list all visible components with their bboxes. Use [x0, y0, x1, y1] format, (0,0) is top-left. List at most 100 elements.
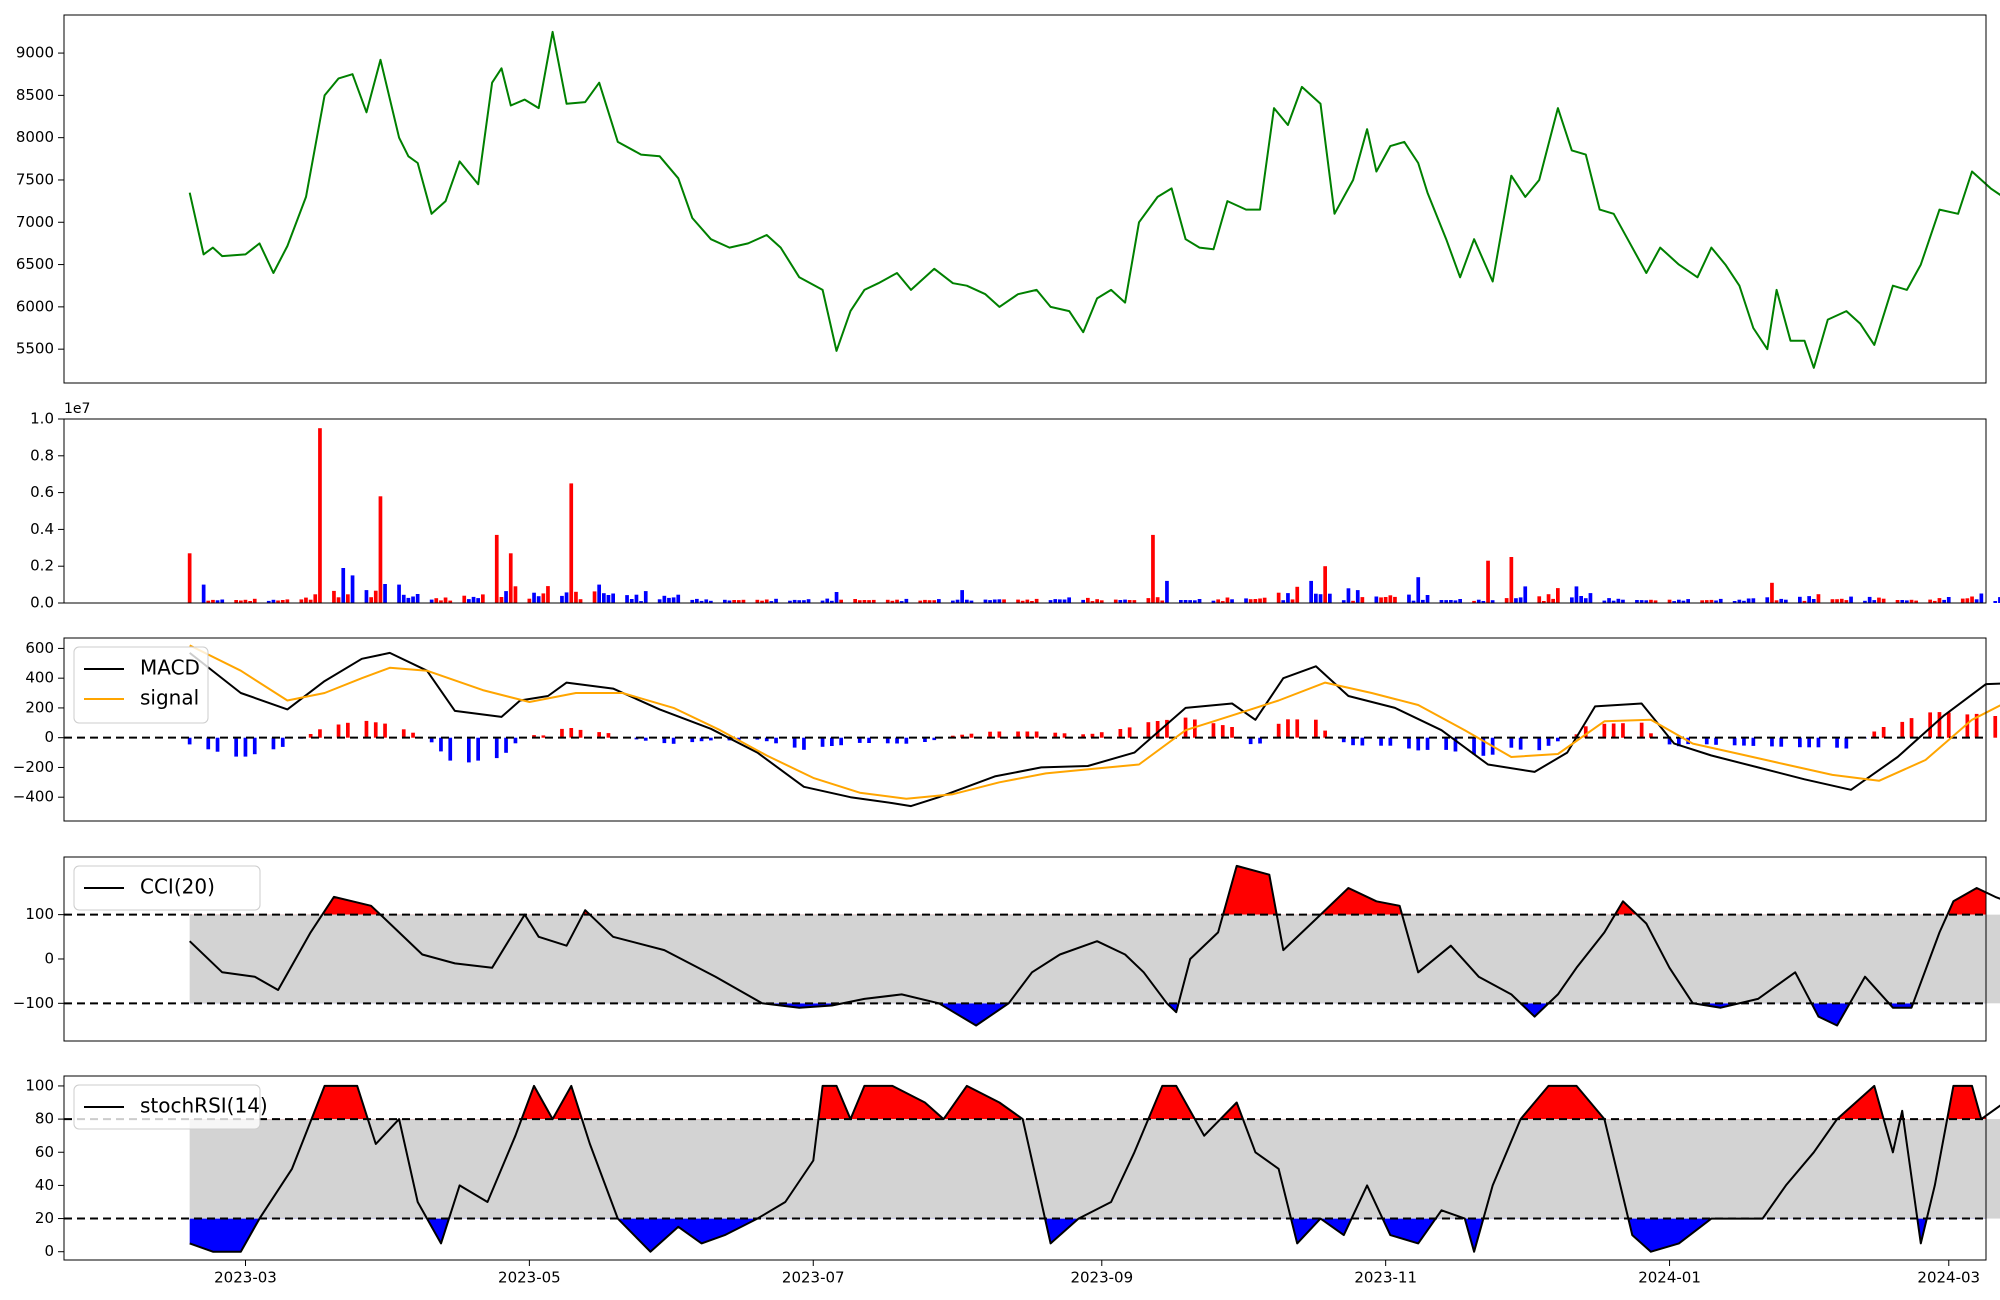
price-line — [188, 30, 2000, 369]
macd-histogram-bar — [736, 737, 741, 741]
volume-bar — [1672, 601, 1676, 603]
volume-bar — [988, 600, 992, 603]
macd-histogram-bar — [960, 734, 964, 738]
volume-bar — [271, 599, 276, 603]
volume-bar — [1895, 600, 1900, 603]
volume-bar — [1449, 600, 1453, 603]
volume-bar — [885, 599, 890, 603]
volume-bar — [1421, 599, 1425, 603]
stochrsi-legend — [73, 1084, 261, 1130]
volume-bar — [243, 599, 248, 603]
volume-bar — [1090, 601, 1095, 603]
price-ytick-label: 7500 — [16, 170, 54, 188]
macd-histogram-bar — [830, 737, 834, 746]
volume-bar — [1067, 597, 1071, 603]
volume-bar — [448, 600, 453, 603]
volume-bar — [1509, 557, 1514, 603]
volume-bar — [1244, 598, 1248, 603]
volume-bar — [471, 596, 476, 603]
volume-bar — [1486, 560, 1490, 603]
volume-bar — [1230, 599, 1234, 603]
volume-bar — [1095, 599, 1099, 603]
volume-bar — [1746, 598, 1751, 603]
macd-histogram-bar — [1286, 719, 1290, 738]
volume-bar — [704, 599, 709, 603]
macd-histogram-bar — [1165, 719, 1169, 738]
volume-bar — [764, 599, 769, 603]
volume-bar — [1570, 597, 1574, 603]
macd-histogram-bar — [439, 737, 443, 752]
macd-histogram-bar — [1016, 731, 1020, 738]
volume-bar — [1765, 597, 1770, 603]
volume-bar — [1016, 599, 1020, 603]
volume-bar — [867, 600, 871, 603]
macd-histogram-bar — [1220, 725, 1225, 738]
volume-bar — [1155, 597, 1160, 603]
volume-bar — [373, 590, 378, 603]
macd-histogram-bar — [597, 732, 601, 738]
volume-bar — [1653, 600, 1658, 603]
volume-bar — [481, 594, 485, 603]
volume-bar — [239, 600, 243, 603]
macd-histogram-bar — [1835, 737, 1839, 748]
volume-bar — [1807, 596, 1811, 603]
volume-frame — [63, 418, 1987, 604]
volume-bar — [1388, 595, 1393, 603]
macd-histogram-bar — [904, 737, 909, 744]
price-ytick-label: 9000 — [16, 44, 54, 62]
macd-ytick-label: 400 — [25, 669, 54, 687]
volume-bar — [602, 593, 606, 603]
macd-histogram-bar — [1248, 737, 1253, 745]
macd-histogram-bar — [476, 737, 480, 761]
volume-bar — [639, 601, 643, 603]
volume-bar — [1537, 596, 1542, 603]
volume-bar — [1276, 592, 1281, 603]
macd-histogram-bar — [1742, 737, 1746, 746]
macd-histogram-bar — [1295, 719, 1300, 738]
volume-bar — [1211, 600, 1216, 603]
macd-histogram-bar — [857, 737, 862, 743]
volume-bar — [1351, 600, 1355, 603]
price-ytick-label: 6500 — [16, 255, 54, 273]
macd-histogram-bar — [578, 729, 583, 738]
macd-histogram-bar — [1844, 737, 1849, 749]
volume-bar — [1328, 593, 1332, 603]
volume-ytick-label: 0.0 — [30, 594, 54, 612]
stochrsi-oversold-fill — [189, 1218, 1986, 1252]
volume-bar — [1574, 586, 1579, 603]
x-tick-label: 2023-03 — [214, 1269, 277, 1287]
volume-bar — [871, 599, 876, 603]
volume-bar — [820, 600, 825, 603]
x-tick-label: 2023-09 — [1070, 1269, 1133, 1287]
volume-bar — [1188, 600, 1192, 603]
macd-histogram-bar — [1211, 723, 1216, 738]
volume-bar — [1974, 599, 1979, 603]
cci-band — [189, 914, 2000, 1004]
volume-ytick-label: 0.4 — [30, 520, 54, 538]
volume-bar — [1165, 580, 1169, 603]
macd-histogram-bar — [1649, 733, 1653, 738]
volume-bar — [1132, 600, 1137, 603]
macd-frame — [63, 637, 1987, 822]
volume-bar — [499, 597, 504, 603]
macd-histogram-bar — [923, 737, 927, 742]
macd-histogram-bar — [1341, 737, 1346, 743]
volume-bar — [411, 596, 415, 603]
volume-bar — [1844, 600, 1849, 603]
volume-bar — [1458, 599, 1462, 603]
volume-bar — [187, 553, 192, 603]
volume-bar — [671, 597, 676, 603]
volume-bar — [276, 600, 280, 603]
volume-bar — [634, 594, 639, 603]
volume-bar — [513, 586, 518, 603]
volume-bar — [997, 599, 1002, 603]
volume-bar — [1928, 599, 1932, 603]
macd-histogram-bar — [606, 733, 611, 738]
volume-bar — [1490, 600, 1495, 603]
volume-bar — [1872, 600, 1877, 603]
volume-bar — [1262, 597, 1267, 603]
macd-histogram-bar — [1258, 737, 1262, 744]
volume-bar — [1681, 600, 1686, 603]
volume-bar — [1667, 599, 1672, 603]
